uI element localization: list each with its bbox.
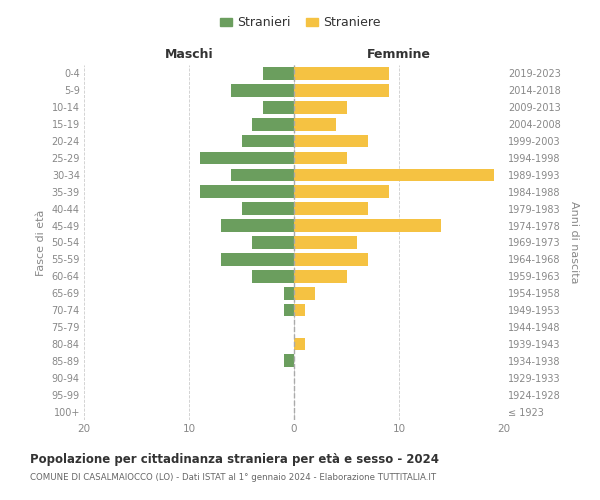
Y-axis label: Anni di nascita: Anni di nascita (569, 201, 580, 284)
Text: Maschi: Maschi (164, 48, 214, 62)
Bar (284, 287, 294, 300)
Bar (241, 134, 294, 147)
Text: Popolazione per cittadinanza straniera per età e sesso - 2024: Popolazione per cittadinanza straniera p… (30, 452, 439, 466)
Bar (294, 168, 493, 181)
Bar (231, 168, 294, 181)
Bar (294, 253, 367, 266)
Bar (294, 236, 357, 249)
Bar (294, 287, 315, 300)
Bar (231, 84, 294, 96)
Bar (294, 84, 389, 96)
Bar (294, 152, 347, 164)
Bar (221, 220, 294, 232)
Bar (284, 304, 294, 316)
Legend: Stranieri, Straniere: Stranieri, Straniere (215, 11, 386, 34)
Bar (252, 118, 294, 130)
Bar (252, 236, 294, 249)
Bar (294, 186, 389, 198)
Bar (199, 186, 294, 198)
Bar (294, 118, 336, 130)
Y-axis label: Fasce di età: Fasce di età (36, 210, 46, 276)
Bar (284, 354, 294, 367)
Bar (294, 202, 367, 215)
Bar (294, 304, 305, 316)
Bar (294, 270, 347, 282)
Bar (294, 338, 305, 350)
Bar (263, 67, 294, 80)
Text: Femmine: Femmine (367, 48, 431, 62)
Bar (252, 270, 294, 282)
Bar (221, 253, 294, 266)
Bar (263, 101, 294, 114)
Text: COMUNE DI CASALMAIOCCO (LO) - Dati ISTAT al 1° gennaio 2024 - Elaborazione TUTTI: COMUNE DI CASALMAIOCCO (LO) - Dati ISTAT… (30, 472, 436, 482)
Bar (294, 101, 347, 114)
Bar (294, 134, 367, 147)
Bar (241, 202, 294, 215)
Bar (294, 220, 441, 232)
Bar (199, 152, 294, 164)
Bar (294, 67, 389, 80)
